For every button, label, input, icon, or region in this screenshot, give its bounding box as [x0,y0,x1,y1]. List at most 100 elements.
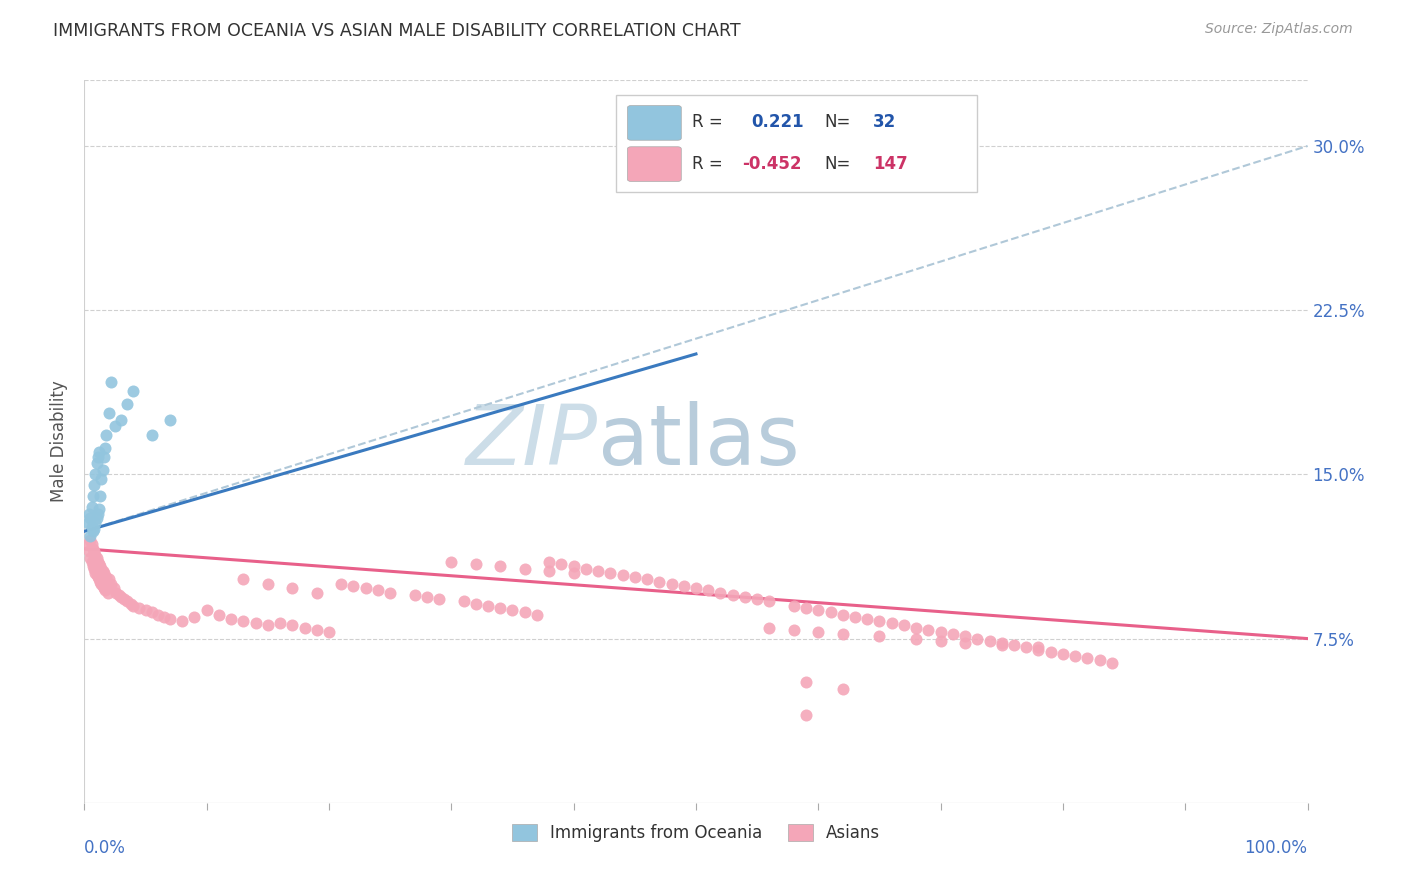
Point [367,583,389,598]
Text: N=: N= [824,113,851,131]
Point [96,570,118,584]
FancyBboxPatch shape [627,105,682,140]
Y-axis label: Male Disability: Male Disability [51,381,69,502]
Point [562,566,585,580]
Point [86,511,108,525]
Text: 32: 32 [873,113,897,131]
Point [281,581,304,595]
Point [648,574,671,589]
Point [783,623,806,637]
Point [991,636,1014,650]
Point [416,590,439,604]
Point [84,516,107,530]
Point [513,605,536,619]
Point [87,450,110,464]
Point [550,557,572,571]
Point [869,629,891,643]
Point [82,489,104,503]
Point [94,583,117,598]
Point [856,612,879,626]
Point [232,614,254,628]
Point [526,607,548,622]
Point [122,384,145,399]
Point [219,612,242,626]
Point [758,621,780,635]
Point [84,566,107,580]
Point [453,594,475,608]
Point [82,559,104,574]
Point [80,537,103,551]
Point [115,594,138,608]
Point [115,397,138,411]
Point [538,564,561,578]
Point [97,573,120,587]
Point [489,559,512,574]
Point [104,419,127,434]
Point [269,616,291,631]
Point [1052,647,1074,661]
Point [464,597,486,611]
Point [747,592,769,607]
Point [477,599,499,613]
Point [1028,640,1050,655]
Legend: Immigrants from Oceania, Asians: Immigrants from Oceania, Asians [505,817,887,848]
FancyBboxPatch shape [627,147,682,181]
Point [929,625,952,640]
Point [257,618,280,632]
Point [380,585,402,599]
Point [953,629,976,643]
Point [1039,645,1062,659]
Point [820,605,842,619]
Point [979,633,1001,648]
Point [77,507,100,521]
Point [87,502,110,516]
Point [354,581,377,595]
Point [929,633,952,648]
Point [232,573,254,587]
Point [966,632,988,646]
Point [661,577,683,591]
Point [697,583,720,598]
Point [953,636,976,650]
Point [86,550,108,565]
Point [721,588,744,602]
Point [586,564,609,578]
Point [427,592,450,607]
Point [624,570,647,584]
Point [110,590,132,604]
Point [141,428,163,442]
Point [281,618,304,632]
Point [1064,649,1087,664]
Point [91,564,114,578]
Point [807,625,830,640]
Point [208,607,231,622]
Point [122,599,145,613]
Text: IMMIGRANTS FROM OCEANIA VS ASIAN MALE DISABILITY CORRELATION CHART: IMMIGRANTS FROM OCEANIA VS ASIAN MALE DI… [53,22,741,40]
Point [146,607,169,622]
Point [305,623,328,637]
Point [87,445,110,459]
Point [1028,642,1050,657]
Point [330,577,353,591]
Point [734,590,756,604]
Point [87,555,110,569]
Point [183,609,205,624]
Point [404,588,426,602]
Text: atlas: atlas [598,401,800,482]
Point [84,549,107,563]
Point [89,489,111,503]
Text: Source: ZipAtlas.com: Source: ZipAtlas.com [1205,22,1353,37]
Point [636,573,658,587]
Point [100,376,122,390]
Point [103,581,125,595]
Point [807,603,830,617]
Point [869,614,891,628]
Point [82,524,104,539]
Point [880,616,903,631]
Point [794,708,817,723]
Point [440,555,463,569]
Point [831,607,853,622]
Point [77,537,100,551]
Point [513,561,536,575]
Point [83,561,105,575]
